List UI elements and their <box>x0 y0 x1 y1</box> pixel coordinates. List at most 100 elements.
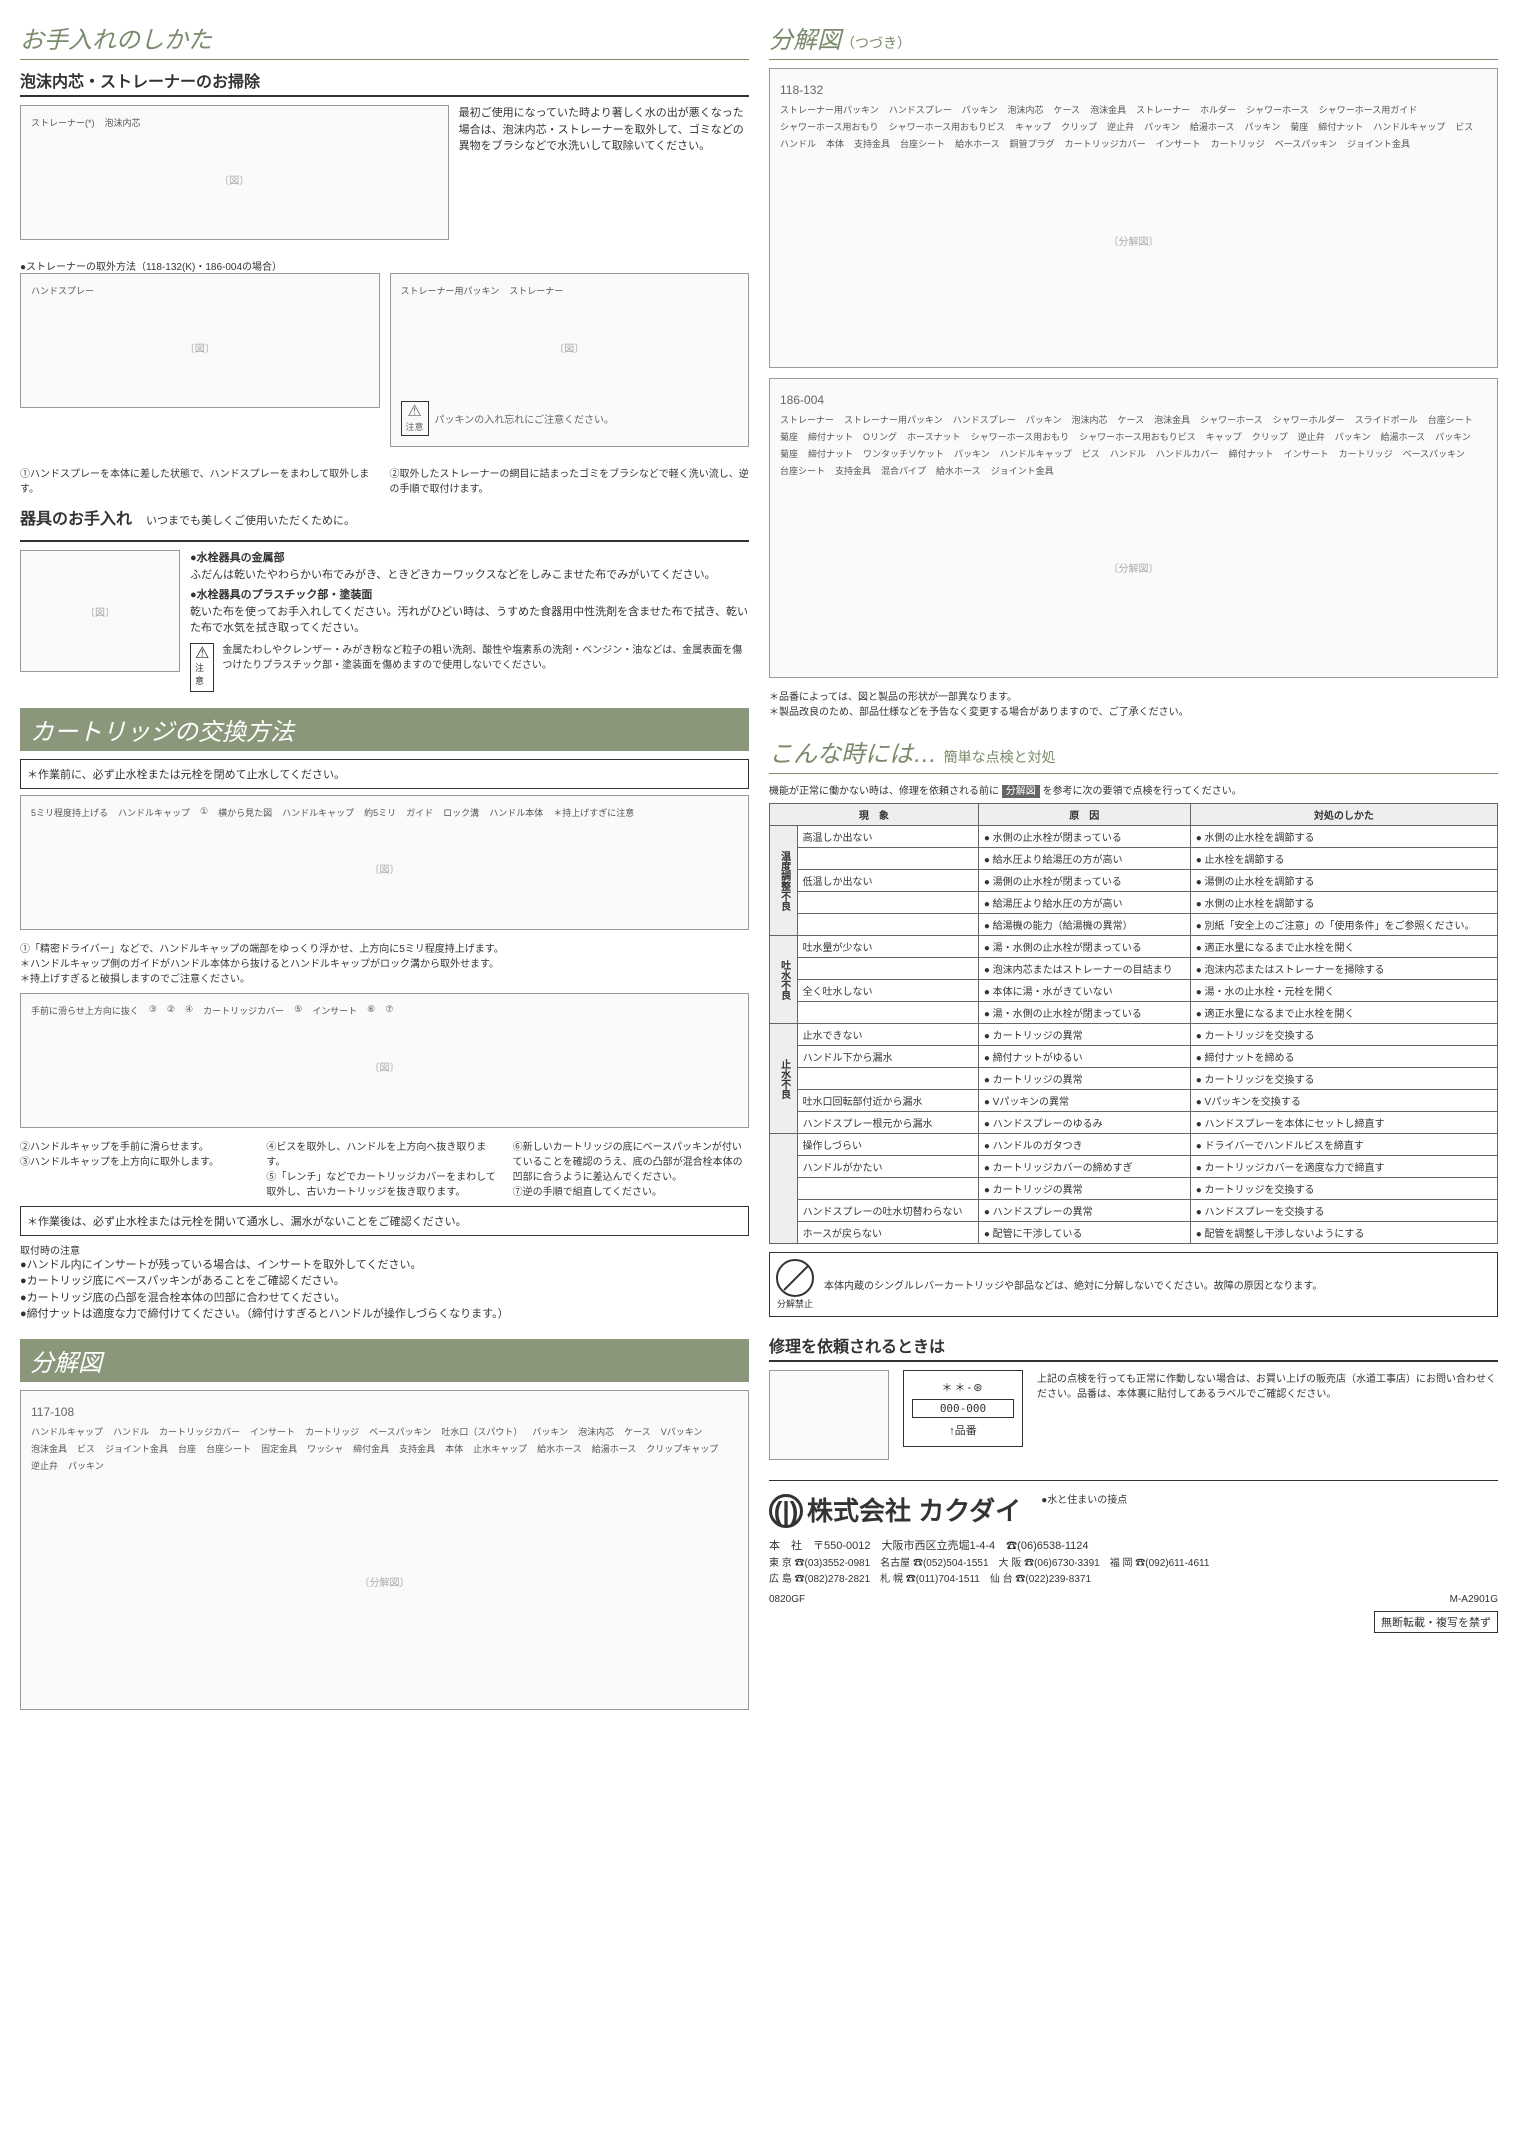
plastic-heading: ●水栓器具のプラスチック部・塗装面 <box>190 587 749 604</box>
part-label: パッキン <box>1435 430 1471 443</box>
part-label: ストレーナー <box>780 413 834 426</box>
part-label: ワッシャ <box>307 1442 343 1455</box>
disassembly-prohibit: 分解禁止 本体内蔵のシングルレバーカートリッジや部品などは、絶対に分解しないでく… <box>769 1252 1498 1317</box>
table-row: ハンドスプレーの吐水切替わらない● ハンドスプレーの異常● ハンドスプレーを交換… <box>770 1200 1498 1222</box>
part-label: ハンドルカバー <box>1156 447 1219 460</box>
diagram-aerator-labels: ストレーナー(*) 泡沫内芯 <box>31 116 438 129</box>
cause-cell: ● ハンドスプレーの異常 <box>978 1200 1190 1222</box>
cause-cell: ● カートリッジカバーの締めすぎ <box>978 1156 1190 1178</box>
part-label: 逆止弁 <box>31 1459 58 1472</box>
cause-cell: ● 湯・水側の止水栓が閉まっている <box>978 1002 1190 1024</box>
table-row: ● カートリッジの異常● カートリッジを交換する <box>770 1178 1498 1200</box>
part-label: 吐水口（スパウト） <box>441 1425 522 1438</box>
symptom-cell <box>797 1178 978 1200</box>
step-1-text: ①ハンドスプレーを本体に差した状態で、ハンドスプレーをまわして取外します。 <box>20 465 380 495</box>
symptom-cell: 全く吐水しない <box>797 980 978 1002</box>
part-label: ⑥ <box>367 1004 375 1017</box>
exploded-117-108: 117-108 ハンドルキャップハンドルカートリッジカバーインサートカートリッジ… <box>20 1390 749 1710</box>
copyright-box: 無断転載・複写を禁ず <box>1374 1611 1498 1633</box>
part-label: カートリッジカバー <box>203 1004 284 1017</box>
part-label: カートリッジ <box>1339 447 1393 460</box>
table-row: ● 給湯機の能力（給湯機の異常）● 別紙「安全上のご注意」の「使用条件」をご参照… <box>770 914 1498 936</box>
part-label: ＊持上げすぎに注意 <box>553 806 634 819</box>
part-label: ホースナット <box>907 430 961 443</box>
exploded-note-2: ＊製品改良のため、部品仕様などを予告なく変更する場合がありますので、ご了承くださ… <box>769 703 1498 718</box>
caution-icon: ⚠注意 <box>401 401 429 436</box>
part-label: ストレーナー用パッキン <box>780 103 879 116</box>
part-label: 台座シート <box>206 1442 251 1455</box>
packing-warning: パッキンの入れ忘れにご注意ください。 <box>435 411 615 426</box>
label-hand-spray: ハンドスプレー <box>31 284 94 297</box>
part-label: インサート <box>1156 137 1201 150</box>
diagram-cartridge-2: 手前に滑らせ上方向に抜く③②④カートリッジカバー⑤インサート⑥⑦ 〔図〕 <box>20 993 749 1128</box>
part-label: 給水ホース <box>936 464 981 477</box>
cart-step-5: ⑤「レンチ」などでカートリッジカバーをまわして取外し、古いカートリッジを抜き取り… <box>266 1168 502 1198</box>
part-label: 菊座 <box>1290 120 1308 133</box>
part-label: 本体 <box>826 137 844 150</box>
section-trouble-title: こんな時には… 簡単な点検と対処 <box>769 734 1498 774</box>
part-label: インサート <box>1284 447 1329 460</box>
part-label: 支持金具 <box>835 464 871 477</box>
table-row: 吐水口回転部付近から漏水● Vパッキンの異常● Vパッキンを交換する <box>770 1090 1498 1112</box>
part-label: 締付ナット <box>808 447 853 460</box>
part-label: シャワーホース <box>1246 103 1309 116</box>
part-label: 混合パイプ <box>881 464 926 477</box>
prohibit-icon <box>776 1259 814 1297</box>
symptom-cell: 吐水量が少ない <box>797 936 978 958</box>
part-label: パッキン <box>962 103 998 116</box>
part-label: Vパッキン <box>661 1425 703 1438</box>
part-label: キャップ <box>1206 430 1242 443</box>
repair-text: 上記の点検を行っても正常に作動しない場合は、お買い上げの販売店（水道工事店）にお… <box>1037 1370 1498 1400</box>
symptom-cell: ハンドル下から漏水 <box>797 1046 978 1068</box>
part-label: 給湯ホース <box>1190 120 1235 133</box>
code-stars: ＊＊-⊛ <box>912 1379 1014 1395</box>
th-symptom: 現 象 <box>770 804 979 826</box>
action-cell: ● Vパッキンを交換する <box>1190 1090 1497 1112</box>
part-label: ハンドル <box>113 1425 149 1438</box>
section-cartridge-title: カートリッジの交換方法 <box>20 708 749 751</box>
action-cell: ● 水側の止水栓を調節する <box>1190 892 1497 914</box>
part-label: クリップ <box>1252 430 1288 443</box>
cause-cell: ● カートリッジの異常 <box>978 1068 1190 1090</box>
th-cause: 原 因 <box>978 804 1190 826</box>
symptom-cell: ホースが戻らない <box>797 1222 978 1244</box>
table-row: 温度調整不良高温しか出ない● 水側の止水栓が閉まっている● 水側の止水栓を調節す… <box>770 826 1498 848</box>
cart-step-7: ⑦逆の手順で組直してください。 <box>513 1183 749 1198</box>
cause-cell: ● 締付ナットがゆるい <box>978 1046 1190 1068</box>
action-cell: ● 泡沫内芯またはストレーナーを掃除する <box>1190 958 1497 980</box>
diagram-strainer: ストレーナー用パッキン ストレーナー 〔図〕 ⚠注意 パッキンの入れ忘れにご注意… <box>390 273 750 447</box>
part-label: シャワーホース用おもり <box>780 120 879 133</box>
group-header: 温度調整不良 <box>770 826 798 936</box>
part-label: 菊座 <box>780 447 798 460</box>
part-label: ケース <box>1118 413 1145 426</box>
part-label: 泡沫内芯 <box>1072 413 1108 426</box>
subsection-cleaning-title: 泡沫内芯・ストレーナーのお掃除 <box>20 68 749 97</box>
part-label: ジョイント金具 <box>991 464 1054 477</box>
table-row: ホースが戻らない● 配管に干渉している● 配管を調整し干渉しないようにする <box>770 1222 1498 1244</box>
part-label: ビス <box>1082 447 1100 460</box>
part-label: パッキン <box>68 1459 104 1472</box>
pre-work-notice: ＊作業前に、必ず止水栓または元栓を閉めて止水してください。 <box>20 759 749 789</box>
part-label: ビス <box>77 1442 95 1455</box>
part-label: ベースパッキン <box>369 1425 431 1438</box>
cart-step-1c: ＊持上げすぎると破損しますのでご注意ください。 <box>20 970 749 985</box>
part-label: ハンドル <box>780 137 816 150</box>
branch-phones: 東 京 ☎(03)3552-0981 名古屋 ☎(052)504-1551 大 … <box>769 1556 1498 1588</box>
action-cell: ● カートリッジを交換する <box>1190 1024 1497 1046</box>
part-label: 締付ナット <box>808 430 853 443</box>
part-label: ケース <box>624 1425 651 1438</box>
part-label: ⑦ <box>385 1004 393 1017</box>
install-item: ハンドル内にインサートが残っている場合は、インサートを取外してください。 <box>20 1257 749 1274</box>
label-aerator-core: 泡沫内芯 <box>105 116 141 129</box>
label-strainer-packing: ストレーナー用パッキン <box>401 284 500 297</box>
footer-code-1: 0820GF <box>769 1594 805 1605</box>
part-label: インサート <box>312 1004 357 1017</box>
cause-cell: ● 泡沫内芯またはストレーナーの目詰まり <box>978 958 1190 980</box>
part-label: 給水ホース <box>955 137 1000 150</box>
diagram-wipe: 〔図〕 <box>20 550 180 672</box>
exploded-tag: 分解図 <box>1002 785 1040 798</box>
cart-step-6: ⑥新しいカートリッジの底にベースパッキンが付いていることを確認のうえ、底の凸部が… <box>513 1138 749 1183</box>
part-label: ロック溝 <box>443 806 479 819</box>
table-row: ハンドスプレー根元から漏水● ハンドスプレーのゆるみ● ハンドスプレーを本体にセ… <box>770 1112 1498 1134</box>
part-label: パッキン <box>532 1425 568 1438</box>
